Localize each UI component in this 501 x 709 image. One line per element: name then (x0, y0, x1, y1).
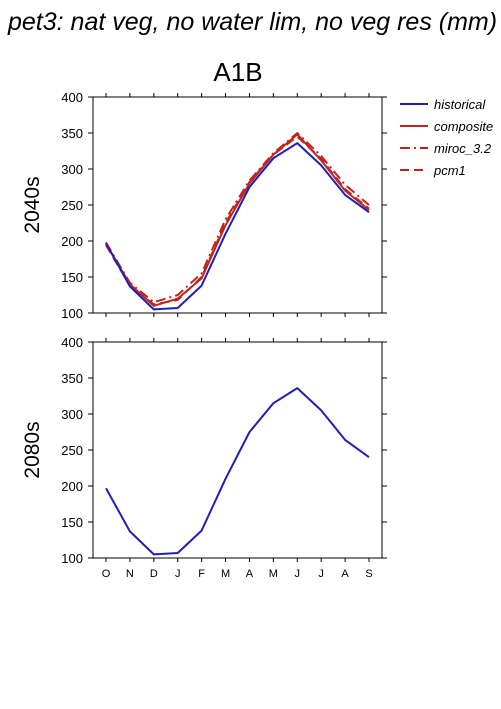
legend: historical composite miroc_3.2 pcm1 (400, 97, 493, 178)
plot-frame (92, 341, 383, 559)
legend-label: composite (434, 119, 493, 134)
figure-title: pet3: nat veg, no water lim, no veg res … (7, 8, 497, 36)
legend-label: historical (434, 97, 486, 112)
x-tick-label: J (175, 568, 181, 580)
y-tick-label: 250 (61, 443, 83, 458)
x-tick-label: A (341, 568, 349, 580)
legend-label: pcm1 (433, 163, 466, 178)
series-line-composite (105, 133, 370, 307)
x-tick-label: J (295, 568, 301, 580)
y-tick-label: 100 (61, 551, 83, 566)
x-tick-label: M (269, 568, 278, 580)
x-tick-label: A (246, 568, 254, 580)
y-tick-label: 350 (61, 371, 83, 386)
series-line-pcm1 (105, 135, 370, 306)
x-tick-label: N (126, 568, 134, 580)
y-tick-label: 400 (61, 335, 83, 350)
panel-2040s: 100 150 200 250 300 350 400 2040s (21, 90, 387, 321)
x-tick-label: M (221, 568, 230, 580)
y-tick-label: 150 (61, 515, 83, 530)
x-tick-label: D (150, 568, 158, 580)
series-line-historical (105, 142, 370, 311)
y-tick-label: 150 (61, 270, 83, 285)
y-tick-label: 300 (61, 162, 83, 177)
series-line-historical (105, 387, 370, 556)
y-tick-label: 400 (61, 90, 83, 105)
row-label: 2040s (21, 176, 44, 233)
x-tick-label: J (318, 568, 324, 580)
y-tick-label: 250 (61, 198, 83, 213)
y-tick-label: 300 (61, 407, 83, 422)
scenario-title: A1B (213, 57, 262, 87)
panels: 100 150 200 250 300 350 400 2040s 100 150 200 250 30… (21, 90, 387, 580)
series-line-miroc-3-2 (105, 132, 370, 304)
y-tick-label: 100 (61, 306, 83, 321)
panel-2080s: 100 150 200 250 300 350 400 O N D J F M A M J J A S 2080s (21, 335, 387, 580)
y-tick-label: 200 (61, 234, 83, 249)
row-label: 2080s (21, 421, 44, 478)
y-tick-label: 350 (61, 126, 83, 141)
y-tick-label: 200 (61, 479, 83, 494)
x-tick-label: S (365, 568, 372, 580)
x-tick-label: F (198, 568, 205, 580)
x-tick-label: O (102, 568, 111, 580)
legend-label: miroc_3.2 (434, 141, 492, 156)
